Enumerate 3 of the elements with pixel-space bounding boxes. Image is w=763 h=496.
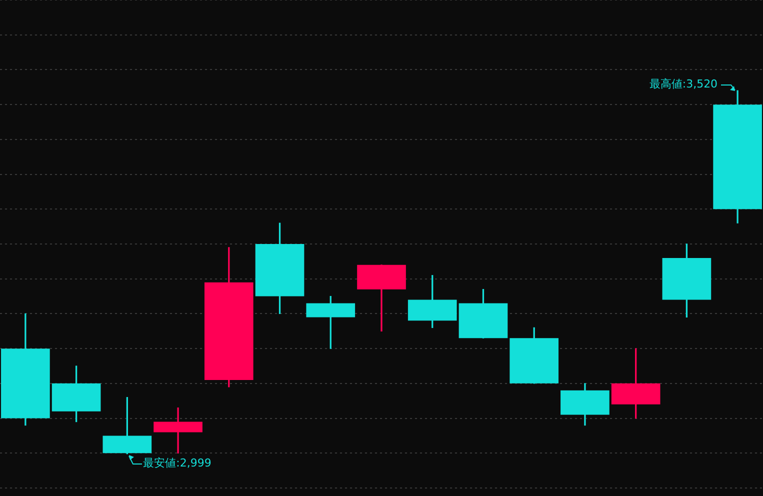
text: 最安値:2,999 [143,456,212,470]
annotation: 最高値:3,520 [649,77,718,90]
candlestick [154,408,202,454]
